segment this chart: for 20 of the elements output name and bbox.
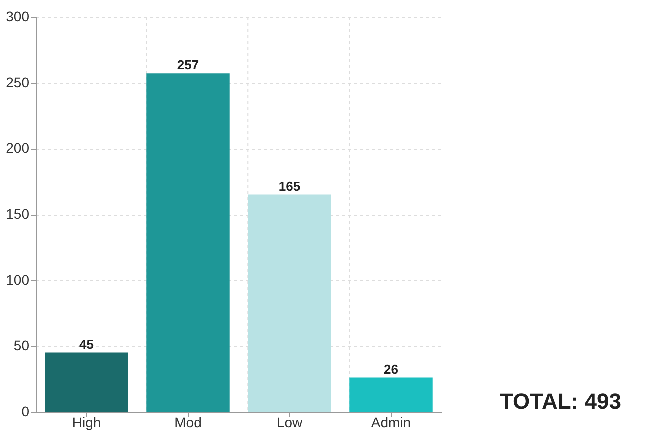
y-tick-label: 150 xyxy=(6,206,30,222)
y-tick-label: 250 xyxy=(6,74,30,90)
data-label: 257 xyxy=(177,58,200,73)
bar xyxy=(248,194,332,412)
x-tick-label: High xyxy=(72,414,102,430)
y-tick-label: 200 xyxy=(6,140,30,156)
y-tick-label: 0 xyxy=(22,404,30,420)
bar xyxy=(350,378,433,412)
data-label: 165 xyxy=(278,178,301,194)
bar xyxy=(45,352,128,412)
data-label: 26 xyxy=(384,362,398,377)
data-label: 45 xyxy=(80,336,94,352)
x-tick-label: Admin xyxy=(371,414,412,430)
bar xyxy=(146,74,230,412)
x-tick-label: Low xyxy=(276,414,304,430)
y-tick-label: 50 xyxy=(14,338,30,354)
y-tick-label: 100 xyxy=(6,272,30,288)
y-tick-label: 300 xyxy=(6,8,30,24)
text: TOTAL: 493 xyxy=(500,389,622,414)
x-tick-label: Mod xyxy=(174,414,202,430)
